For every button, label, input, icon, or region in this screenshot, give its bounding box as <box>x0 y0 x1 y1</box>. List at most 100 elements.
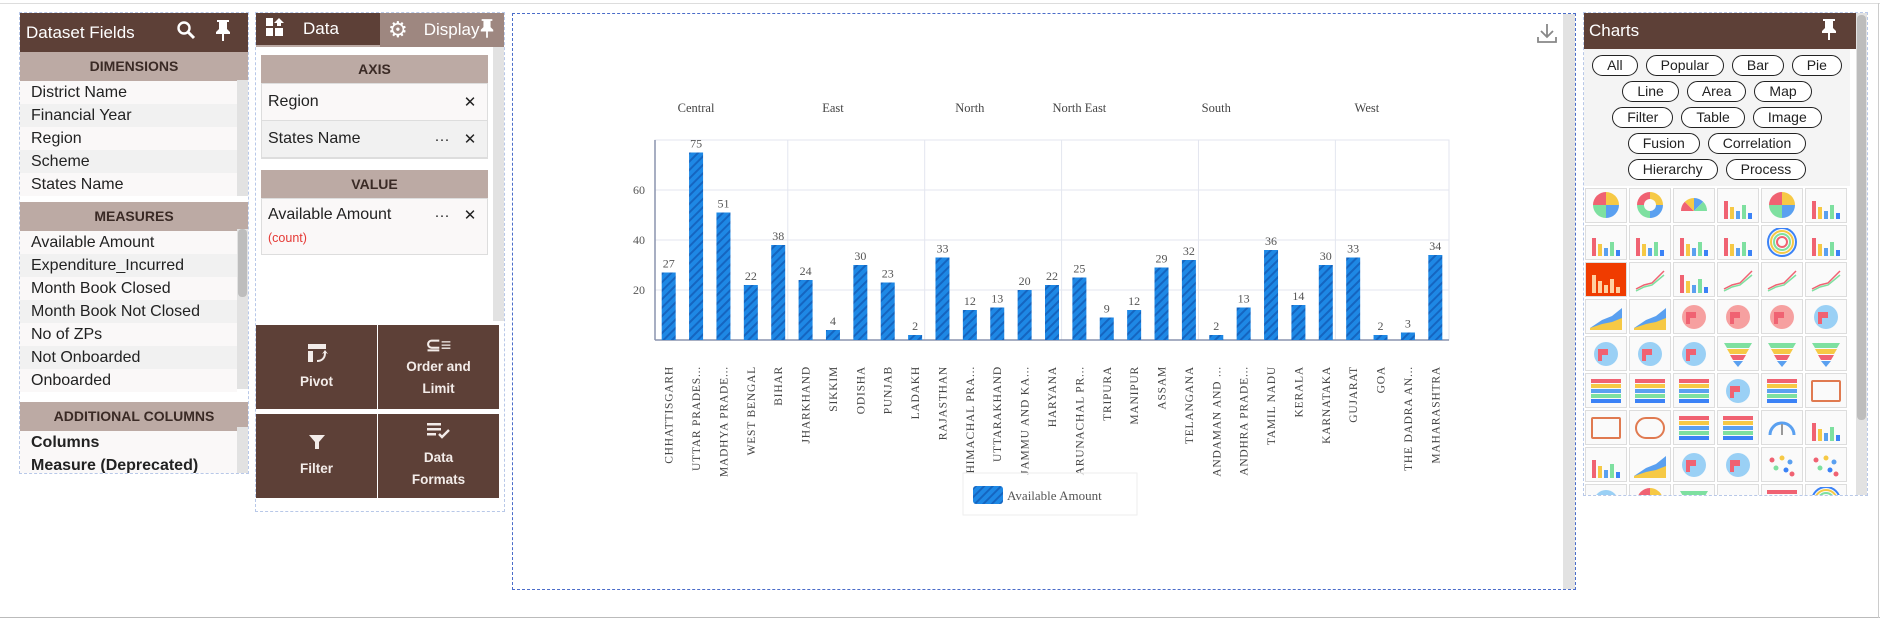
field-item[interactable]: Month Book Not Closed <box>20 300 237 323</box>
aggregation-label[interactable]: (count) <box>268 231 307 245</box>
data-formats-button[interactable]: Data Formats <box>378 414 499 498</box>
chart-thumbnail-pie[interactable] <box>1585 188 1627 223</box>
chart-thumbnail-radial[interactable] <box>1761 225 1803 260</box>
filter-pill-image[interactable]: Image <box>1752 107 1822 128</box>
pin-icon[interactable] <box>479 18 495 43</box>
tab-display[interactable]: ⚙ Display <box>380 13 504 47</box>
chart-thumbnail-pie[interactable] <box>1629 484 1671 495</box>
filter-pill-popular[interactable]: Popular <box>1645 55 1724 76</box>
additional-scrollbar[interactable] <box>237 427 248 473</box>
chart-thumbnail-candlestick[interactable] <box>1805 410 1847 445</box>
field-item[interactable]: Measure (Deprecated) <box>20 454 237 473</box>
field-item[interactable]: Region <box>20 127 237 150</box>
chart-thumbnail-column[interactable] <box>1629 225 1671 260</box>
chart-thumbnail-pie-3d[interactable] <box>1761 188 1803 223</box>
chart-thumbnail-heatmap[interactable] <box>1717 447 1759 482</box>
chart-thumbnail-world-map[interactable] <box>1805 299 1847 334</box>
chart-thumbnail-range-filter[interactable] <box>1629 373 1671 408</box>
charts-scrollbar[interactable] <box>1856 13 1867 495</box>
chart-thumbnail-combo[interactable] <box>1629 262 1671 297</box>
chart-thumbnail-semi-donut[interactable] <box>1717 188 1759 223</box>
value-field-available-amount[interactable]: Available Amount ··· ✕ <box>262 199 487 231</box>
chart-thumbnail-box-plot[interactable] <box>1585 447 1627 482</box>
chart-thumbnail-multi-line[interactable] <box>1805 262 1847 297</box>
more-icon[interactable]: ··· <box>434 206 450 224</box>
filter-pill-filter[interactable]: Filter <box>1612 107 1674 128</box>
filter-pill-process[interactable]: Process <box>1725 159 1807 180</box>
chart-thumbnail-gauge[interactable] <box>1761 410 1803 445</box>
filter-pill-pie[interactable]: Pie <box>1791 55 1842 76</box>
chart-scrollbar[interactable] <box>1563 14 1575 589</box>
chart-thumbnail-bubble[interactable] <box>1805 447 1847 482</box>
chart-thumbnail-world-map[interactable] <box>1629 336 1671 371</box>
chart-thumbnail-grid-table[interactable] <box>1761 373 1803 408</box>
chart-thumbnail-image[interactable] <box>1805 373 1847 408</box>
filter-pill-table[interactable]: Table <box>1681 107 1745 128</box>
axis-field-region[interactable]: Region ✕ <box>262 84 487 121</box>
chart-thumbnail-line[interactable] <box>1761 262 1803 297</box>
field-item[interactable]: Columns <box>20 431 237 454</box>
chart-thumbnail-line[interactable] <box>1717 262 1759 297</box>
filter-pill-correlation[interactable]: Correlation <box>1707 133 1807 154</box>
chart-thumbnail-india-map[interactable] <box>1761 299 1803 334</box>
chart-thumbnail-horizontal-bar[interactable] <box>1805 225 1847 260</box>
chart-thumbnail-grouped-column[interactable] <box>1673 262 1715 297</box>
field-item[interactable]: Month Book Closed <box>20 277 237 300</box>
chart-thumbnail-toggle[interactable] <box>1585 410 1627 445</box>
field-item[interactable]: Available Amount <box>20 231 237 254</box>
chart-thumbnail-pivot-table[interactable] <box>1761 484 1803 495</box>
chart-thumbnail-treemap[interactable] <box>1585 484 1627 495</box>
chart-thumbnail-world-map[interactable] <box>1585 336 1627 371</box>
chart-thumbnail-heatmap-table[interactable] <box>1717 373 1759 408</box>
filter-pill-map[interactable]: Map <box>1754 81 1812 102</box>
chart-thumbnail-sunburst[interactable] <box>1805 484 1847 495</box>
measures-scrollbar[interactable] <box>237 229 248 389</box>
filter-pill-all[interactable]: All <box>1592 55 1638 76</box>
chart-thumbnail-scatter[interactable] <box>1761 447 1803 482</box>
field-item[interactable]: Not Onboarded <box>20 346 237 369</box>
chart-thumbnail-data-table[interactable] <box>1717 410 1759 445</box>
pin-icon[interactable] <box>214 19 240 46</box>
close-icon[interactable]: ✕ <box>463 131 477 148</box>
chart-thumbnail-step-area[interactable] <box>1585 299 1627 334</box>
close-icon[interactable]: ✕ <box>463 207 477 224</box>
chart-thumbnail-image-url[interactable] <box>1629 410 1671 445</box>
chart-thumbnail-funnel[interactable] <box>1805 336 1847 371</box>
pivot-button[interactable]: Pivot <box>256 325 377 409</box>
pin-icon[interactable] <box>1820 18 1838 45</box>
download-icon[interactable] <box>1537 22 1557 49</box>
tab-data[interactable]: Data <box>256 13 380 47</box>
chart-thumbnail-funnel-3d[interactable] <box>1673 484 1715 495</box>
chart-thumbnail-stacked-column[interactable] <box>1585 225 1627 260</box>
dimensions-scrollbar[interactable] <box>237 80 248 196</box>
chart-thumbnail-india-map[interactable] <box>1717 299 1759 334</box>
close-icon[interactable]: ✕ <box>463 94 477 111</box>
chart-thumbnail-world-map[interactable] <box>1673 336 1715 371</box>
chart-thumbnail-column[interactable] <box>1805 188 1847 223</box>
field-item[interactable]: Scheme <box>20 150 237 173</box>
filter-button[interactable]: Filter <box>256 414 377 498</box>
filter-pill-fusion[interactable]: Fusion <box>1627 133 1700 154</box>
field-item[interactable]: States Name <box>20 173 237 196</box>
chart-thumbnail-india-map[interactable] <box>1673 299 1715 334</box>
filter-pill-bar[interactable]: Bar <box>1731 55 1784 76</box>
field-item[interactable]: Expenditure_Incurred <box>20 254 237 277</box>
chart-thumbnail-multi-column[interactable] <box>1585 262 1627 297</box>
field-item[interactable]: Onboarded <box>20 369 237 392</box>
filter-pill-area[interactable]: Area <box>1686 81 1747 102</box>
field-item[interactable]: District Name <box>20 81 237 104</box>
field-item[interactable]: Financial Year <box>20 104 237 127</box>
chart-thumbnail-stream[interactable] <box>1629 447 1671 482</box>
config-scrollbar[interactable] <box>493 47 504 321</box>
chart-thumbnail-waterfall[interactable] <box>1717 484 1759 495</box>
filter-pill-hierarchy[interactable]: Hierarchy <box>1627 159 1718 180</box>
chart-thumbnail-stacked-area[interactable] <box>1629 299 1671 334</box>
order-and-limit-button[interactable]: ⊆≡ Order and Limit <box>378 325 499 409</box>
filter-pill-line[interactable]: Line <box>1622 81 1679 102</box>
chart-thumbnail-heatmap[interactable] <box>1673 447 1715 482</box>
chart-thumbnail-column-3d[interactable] <box>1717 225 1759 260</box>
chart-thumbnail-semi-pie[interactable] <box>1673 188 1715 223</box>
chart-thumbnail-funnel[interactable] <box>1717 336 1759 371</box>
chart-thumbnail-range-filter[interactable] <box>1585 373 1627 408</box>
axis-field-states-name[interactable]: States Name ··· ✕ <box>262 121 487 158</box>
